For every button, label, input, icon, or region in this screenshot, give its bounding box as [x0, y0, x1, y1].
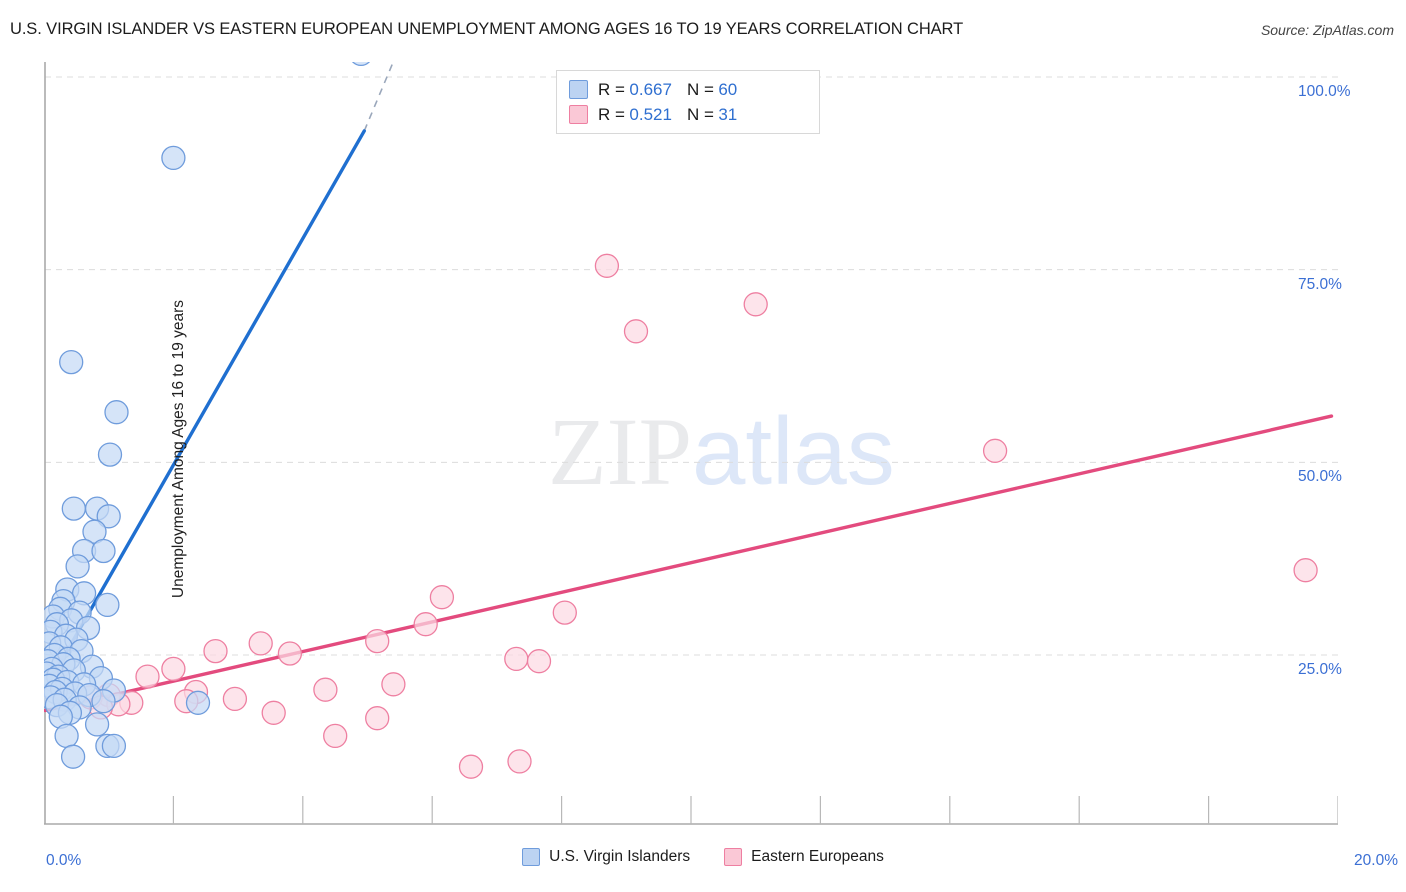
data-point[interactable] — [458, 754, 484, 779]
data-point[interactable] — [504, 646, 529, 672]
plot-area: Unemployment Among Ages 16 to 19 years — [44, 62, 1338, 836]
series-label-blue: U.S. Virgin Islanders — [549, 848, 691, 865]
data-point[interactable] — [313, 677, 338, 702]
data-point[interactable] — [526, 649, 552, 674]
data-point[interactable] — [97, 442, 123, 467]
data-point[interactable] — [95, 592, 120, 618]
data-point[interactable] — [261, 700, 286, 725]
x-axis-tick-min: 0.0% — [46, 852, 82, 869]
series-legend-item-pink[interactable]: Eastern Europeans — [724, 848, 884, 866]
data-point[interactable] — [60, 744, 86, 769]
data-point[interactable] — [323, 723, 348, 749]
data-point[interactable] — [743, 292, 768, 317]
data-point[interactable] — [54, 723, 79, 749]
n-value-pink: 31 — [718, 104, 738, 124]
data-point[interactable] — [507, 749, 532, 774]
data-point[interactable] — [381, 672, 406, 697]
data-point[interactable] — [104, 400, 129, 425]
data-point[interactable] — [365, 628, 390, 654]
stats-row-pink: R = 0.521 N = 31 — [569, 102, 809, 127]
n-value-blue: 60 — [718, 79, 738, 99]
legend-swatch-pink — [569, 105, 588, 124]
n-label-pink: N = — [686, 104, 714, 124]
data-point[interactable] — [61, 496, 86, 521]
r-value-pink: 0.521 — [629, 104, 672, 124]
x-axis-tick-max: 20.0% — [1354, 852, 1398, 869]
points-pink — [78, 253, 1318, 779]
series-swatch-blue — [522, 848, 541, 866]
trendline-extension-blue — [363, 62, 395, 132]
series-legend-item-blue[interactable]: U.S. Virgin Islanders — [522, 848, 690, 866]
data-point[interactable] — [413, 612, 438, 637]
y-axis-tick-label: 75.0% — [1298, 275, 1342, 293]
data-point[interactable] — [222, 686, 248, 712]
trendline-blue — [45, 129, 366, 688]
r-value-blue: 0.667 — [629, 79, 672, 99]
data-point[interactable] — [429, 585, 455, 610]
data-point[interactable] — [161, 145, 186, 171]
y-axis-tick-label: 50.0% — [1298, 468, 1342, 486]
data-point[interactable] — [982, 438, 1008, 463]
correlation-stats-legend: R = 0.667 N = 60 R = 0.521 N = 31 — [556, 70, 820, 134]
data-point[interactable] — [84, 712, 110, 737]
source-attribution: Source: ZipAtlas.com — [1260, 22, 1394, 38]
data-point[interactable] — [91, 689, 116, 714]
data-point[interactable] — [552, 600, 577, 625]
data-point[interactable] — [623, 319, 649, 344]
series-swatch-pink — [724, 848, 743, 866]
y-axis-label: Unemployment Among Ages 16 to 19 years — [170, 299, 188, 599]
data-point[interactable] — [96, 504, 121, 529]
r-label-blue: R = — [598, 79, 625, 99]
data-point[interactable] — [135, 664, 160, 689]
data-point[interactable] — [594, 253, 620, 278]
data-point[interactable] — [185, 690, 211, 715]
y-axis-tick-label: 25.0% — [1298, 661, 1342, 678]
data-point[interactable] — [101, 733, 127, 759]
page-title: U.S. VIRGIN ISLANDER VS EASTERN EUROPEAN… — [10, 20, 964, 38]
data-point[interactable] — [277, 641, 303, 666]
data-point[interactable] — [161, 656, 186, 682]
data-point[interactable] — [365, 706, 390, 731]
data-point[interactable] — [350, 62, 373, 67]
trendline-pink — [44, 414, 1334, 713]
data-point[interactable] — [65, 554, 90, 579]
r-label-pink: R = — [598, 104, 625, 124]
legend-swatch-blue — [569, 80, 588, 99]
series-label-pink: Eastern Europeans — [751, 848, 884, 865]
data-point[interactable] — [59, 349, 84, 375]
stats-row-blue: R = 0.667 N = 60 — [569, 77, 809, 102]
scatter-svg — [44, 62, 1338, 825]
data-point[interactable] — [203, 638, 228, 664]
data-point[interactable] — [91, 538, 116, 564]
y-axis-tick-label: 100.0% — [1298, 83, 1351, 100]
series-legend: U.S. Virgin Islanders Eastern Europeans — [0, 848, 1406, 866]
data-point[interactable] — [248, 631, 273, 656]
n-label-blue: N = — [686, 79, 714, 99]
points-blue — [44, 62, 373, 769]
data-point[interactable] — [1293, 558, 1318, 583]
